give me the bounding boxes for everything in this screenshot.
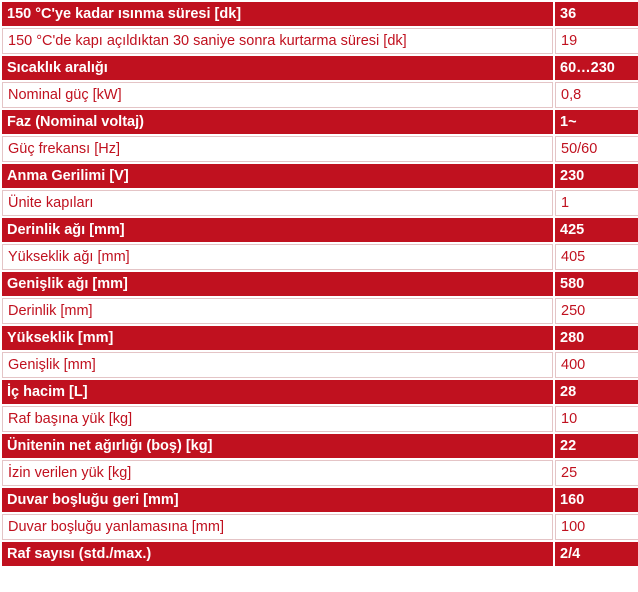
spec-value: 36: [555, 2, 638, 26]
spec-row-wall-clearance-rear: Duvar boşluğu geri [mm] 160: [2, 488, 638, 512]
spec-label: Sıcaklık aralığı: [2, 56, 553, 80]
spec-row-load-per-shelf: Raf başına yük [kg] 10: [2, 406, 638, 432]
spec-value: 0,8: [555, 82, 638, 108]
spec-value: 250: [555, 298, 638, 324]
spec-label: Anma Gerilimi [V]: [2, 164, 553, 188]
spec-label: Nominal güç [kW]: [2, 82, 553, 108]
spec-label: Duvar boşluğu yanlamasına [mm]: [2, 514, 553, 540]
spec-row-internal-volume: İç hacim [L] 28: [2, 380, 638, 404]
spec-value: 1~: [555, 110, 638, 134]
spec-row-nominal-power: Nominal güç [kW] 0,8: [2, 82, 638, 108]
spec-label: Genişlik [mm]: [2, 352, 553, 378]
spec-label: Derinlik [mm]: [2, 298, 553, 324]
spec-value: 405: [555, 244, 638, 270]
spec-value: 50/60: [555, 136, 638, 162]
spec-value: 230: [555, 164, 638, 188]
spec-label: Güç frekansı [Hz]: [2, 136, 553, 162]
spec-label: Yükseklik ağı [mm]: [2, 244, 553, 270]
spec-label: Raf sayısı (std./max.): [2, 542, 553, 566]
spec-label: Genişlik ağı [mm]: [2, 272, 553, 296]
spec-row-recovery-time: 150 °C'de kapı açıldıktan 30 saniye sonr…: [2, 28, 638, 54]
spec-label: Ünitenin net ağırlığı (boş) [kg]: [2, 434, 553, 458]
spec-value: 400: [555, 352, 638, 378]
spec-value: 25: [555, 460, 638, 486]
spec-row-gross-height: Yükseklik ağı [mm] 405: [2, 244, 638, 270]
spec-row-rated-voltage: Anma Gerilimi [V] 230: [2, 164, 638, 188]
spec-value: 580: [555, 272, 638, 296]
spec-value: 19: [555, 28, 638, 54]
spec-row-heatup-time: 150 °C'ye kadar ısınma süresi [dk] 36: [2, 2, 638, 26]
spec-row-gross-width: Genişlik ağı [mm] 580: [2, 272, 638, 296]
spec-row-wall-clearance-side: Duvar boşluğu yanlamasına [mm] 100: [2, 514, 638, 540]
spec-label: İzin verilen yük [kg]: [2, 460, 553, 486]
spec-row-unit-doors: Ünite kapıları 1: [2, 190, 638, 216]
spec-label: İç hacim [L]: [2, 380, 553, 404]
spec-row-gross-depth: Derinlik ağı [mm] 425: [2, 218, 638, 242]
spec-value: 28: [555, 380, 638, 404]
spec-row-net-weight: Ünitenin net ağırlığı (boş) [kg] 22: [2, 434, 638, 458]
spec-label: Ünite kapıları: [2, 190, 553, 216]
spec-row-phase: Faz (Nominal voltaj) 1~: [2, 110, 638, 134]
spec-value: 425: [555, 218, 638, 242]
spec-row-permitted-load: İzin verilen yük [kg] 25: [2, 460, 638, 486]
spec-row-temperature-range: Sıcaklık aralığı 60…230: [2, 56, 638, 80]
spec-value: 1: [555, 190, 638, 216]
spec-label: Raf başına yük [kg]: [2, 406, 553, 432]
spec-label: Derinlik ağı [mm]: [2, 218, 553, 242]
specifications-table-body: 150 °C'ye kadar ısınma süresi [dk] 36 15…: [2, 2, 638, 566]
spec-row-height: Yükseklik [mm] 280: [2, 326, 638, 350]
spec-value: 22: [555, 434, 638, 458]
spec-label: Duvar boşluğu geri [mm]: [2, 488, 553, 512]
spec-value: 10: [555, 406, 638, 432]
spec-label: Faz (Nominal voltaj): [2, 110, 553, 134]
spec-label: 150 °C'ye kadar ısınma süresi [dk]: [2, 2, 553, 26]
specifications-table: 150 °C'ye kadar ısınma süresi [dk] 36 15…: [2, 2, 638, 566]
spec-value: 280: [555, 326, 638, 350]
spec-value: 2/4: [555, 542, 638, 566]
spec-value: 60…230: [555, 56, 638, 80]
spec-value: 160: [555, 488, 638, 512]
spec-label: 150 °C'de kapı açıldıktan 30 saniye sonr…: [2, 28, 553, 54]
spec-row-depth: Derinlik [mm] 250: [2, 298, 638, 324]
spec-row-width: Genişlik [mm] 400: [2, 352, 638, 378]
spec-row-shelf-count: Raf sayısı (std./max.) 2/4: [2, 542, 638, 566]
spec-value: 100: [555, 514, 638, 540]
spec-label: Yükseklik [mm]: [2, 326, 553, 350]
spec-row-frequency: Güç frekansı [Hz] 50/60: [2, 136, 638, 162]
